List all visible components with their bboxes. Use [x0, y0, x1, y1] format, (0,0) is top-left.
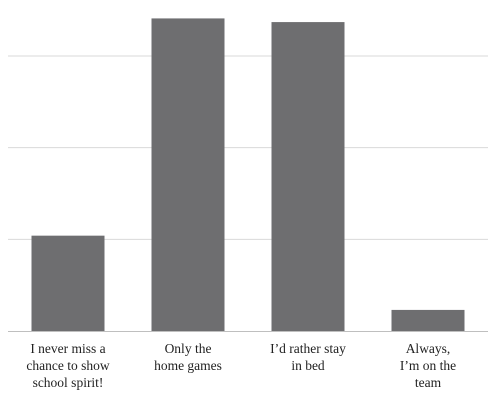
- bar-1: [151, 18, 225, 332]
- bar-0: [31, 235, 105, 331]
- category-label-2: I’d rather stay in bed: [270, 341, 346, 373]
- category-label-0: I never miss a chance to show school spiri…: [26, 341, 110, 390]
- category-label-3: Always, I’m on the team: [399, 341, 457, 390]
- bar-3: [391, 309, 465, 331]
- bar-2: [271, 22, 345, 331]
- category-label-1: Only the home games: [154, 341, 222, 373]
